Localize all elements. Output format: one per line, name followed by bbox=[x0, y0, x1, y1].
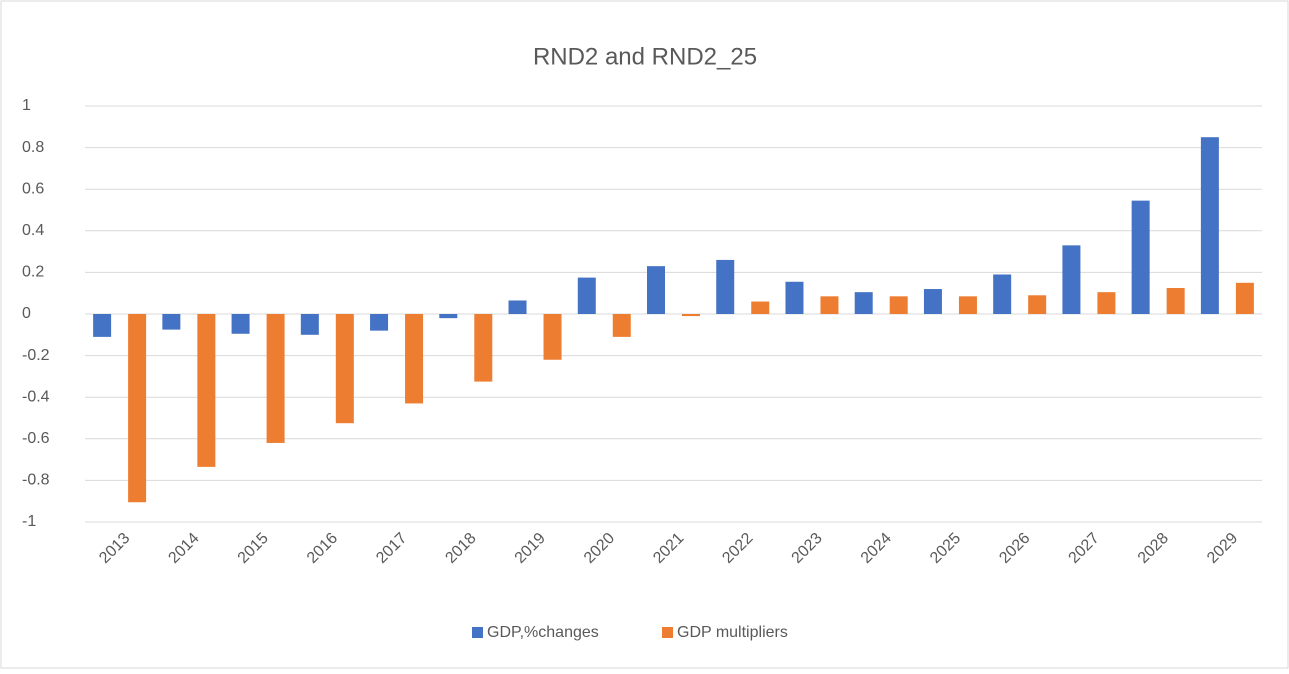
legend-label: GDP multipliers bbox=[677, 624, 788, 641]
y-tick-label: 0.4 bbox=[22, 222, 44, 239]
bar bbox=[231, 314, 250, 334]
bar bbox=[577, 277, 596, 314]
bar bbox=[993, 274, 1012, 314]
bar bbox=[682, 314, 700, 317]
bar bbox=[370, 314, 389, 331]
legend-swatch bbox=[472, 627, 483, 638]
bar bbox=[1028, 295, 1047, 314]
bar bbox=[439, 314, 458, 319]
y-tick-label: -0.8 bbox=[22, 472, 50, 489]
bar bbox=[162, 314, 181, 330]
bar bbox=[474, 314, 493, 382]
bar bbox=[647, 266, 665, 314]
bar bbox=[1062, 245, 1081, 314]
bar bbox=[958, 296, 977, 314]
bar bbox=[1097, 292, 1116, 314]
bar bbox=[335, 314, 354, 424]
y-tick-label: -0.6 bbox=[22, 430, 50, 447]
y-tick-label: 0 bbox=[22, 305, 31, 322]
y-tick-label: -1 bbox=[22, 513, 36, 530]
y-tick-label: 0.8 bbox=[22, 139, 44, 156]
bar bbox=[405, 314, 424, 404]
bar bbox=[612, 314, 631, 337]
bar bbox=[820, 296, 839, 314]
bar bbox=[300, 314, 319, 335]
bar bbox=[923, 289, 942, 314]
bar bbox=[128, 314, 147, 503]
bar bbox=[889, 296, 908, 314]
y-tick-label: 0.2 bbox=[22, 264, 44, 281]
bar bbox=[1200, 137, 1219, 314]
bar bbox=[93, 314, 112, 337]
chart-title: RND2 and RND2_25 bbox=[533, 43, 757, 70]
bar bbox=[1131, 200, 1150, 314]
bar bbox=[1166, 288, 1185, 314]
legend-label: GDP,%changes bbox=[487, 624, 599, 641]
bar bbox=[716, 259, 735, 314]
y-tick-label: -0.2 bbox=[22, 347, 50, 364]
bar bbox=[1235, 282, 1254, 314]
bar bbox=[266, 314, 285, 443]
y-tick-label: 0.6 bbox=[22, 180, 44, 197]
y-tick-label: -0.4 bbox=[22, 388, 50, 405]
legend-swatch bbox=[662, 627, 673, 638]
bar bbox=[785, 281, 804, 314]
y-tick-label: 1 bbox=[22, 97, 31, 114]
bar bbox=[508, 300, 527, 314]
bar bbox=[197, 314, 216, 467]
bar bbox=[751, 301, 770, 314]
bar bbox=[854, 292, 873, 314]
bar bbox=[543, 314, 562, 360]
